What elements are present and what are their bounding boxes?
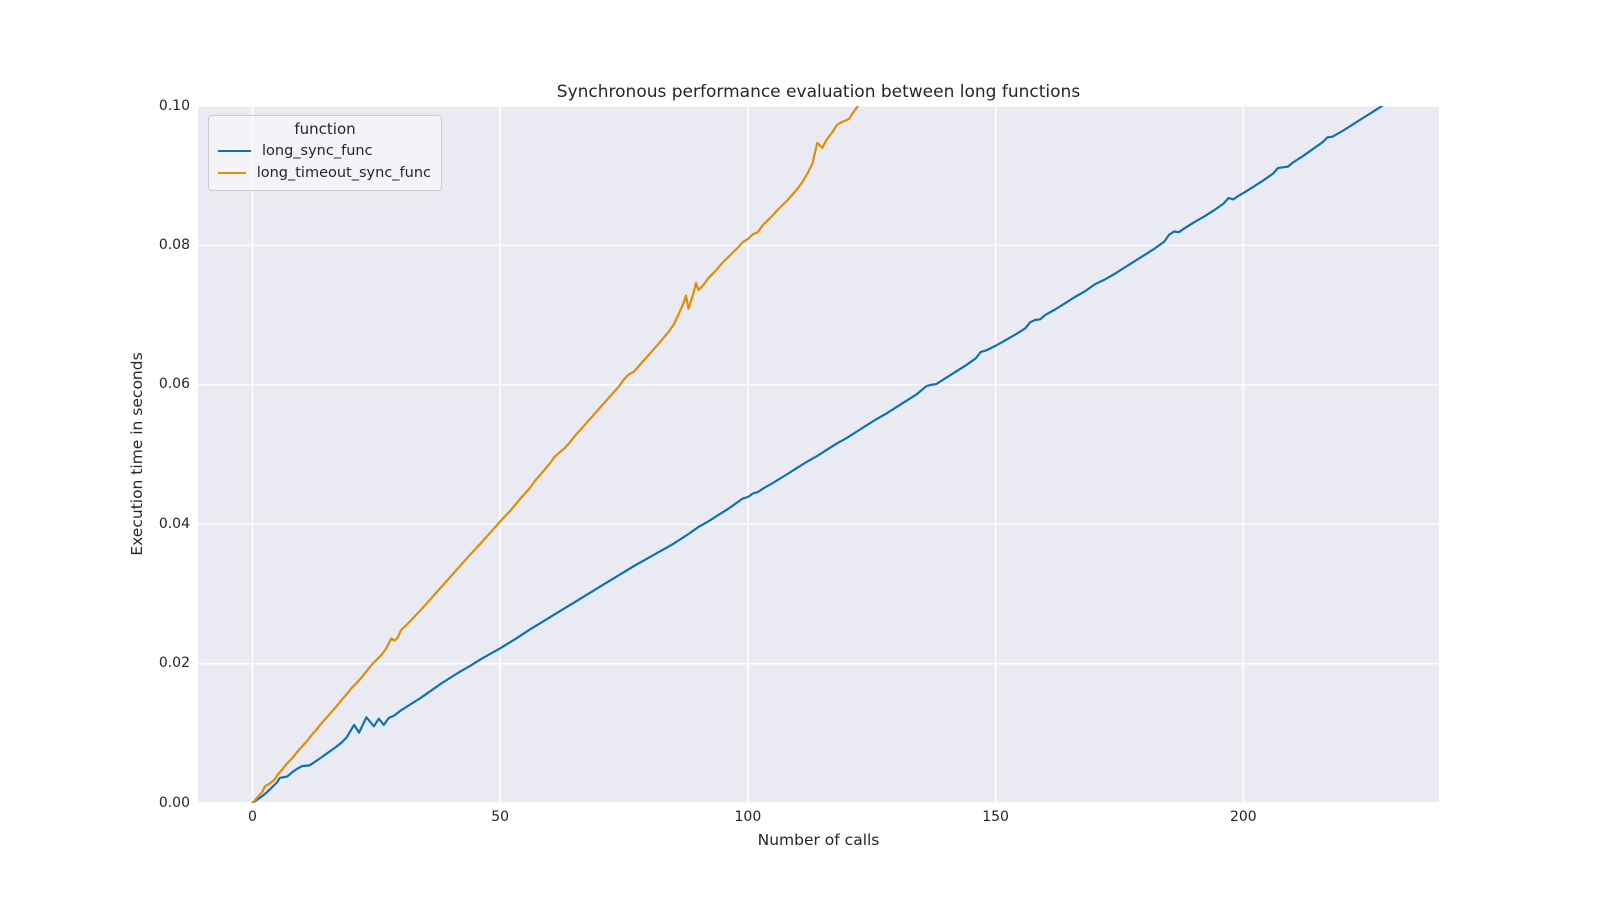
legend-line-swatch-blue bbox=[218, 150, 251, 152]
legend-line-swatch-orange bbox=[218, 172, 246, 174]
legend-title: function bbox=[294, 120, 356, 138]
legend-label-long-timeout-sync-func: long_timeout_sync_func bbox=[256, 165, 431, 181]
series-line-long_sync_func bbox=[251, 106, 1384, 803]
y-tick-label-0.02: 0.02 bbox=[158, 655, 190, 672]
x-tick-label-50: 50 bbox=[491, 809, 510, 825]
legend-item-long-timeout-sync-func: long_timeout_sync_func bbox=[209, 162, 441, 184]
series-line-long_timeout_sync_func bbox=[251, 106, 859, 803]
y-tick-label-0.00: 0.00 bbox=[158, 794, 190, 811]
chart-title: Synchronous performance evaluation betwe… bbox=[556, 82, 1081, 102]
x-tick-label-0: 0 bbox=[248, 809, 257, 825]
x-axis-label: Number of calls bbox=[757, 831, 880, 849]
x-tick-label-100: 100 bbox=[734, 809, 762, 825]
plot-area: function long_sync_func long_timeout_syn… bbox=[198, 106, 1439, 803]
legend-label-long-sync-func: long_sync_func bbox=[262, 143, 373, 159]
y-tick-label-0.08: 0.08 bbox=[158, 236, 190, 253]
x-tick-label-200: 200 bbox=[1229, 809, 1257, 825]
legend: function long_sync_func long_timeout_syn… bbox=[208, 115, 442, 191]
plot-canvas bbox=[198, 106, 1439, 803]
y-axis-label: Execution time in seconds bbox=[128, 352, 146, 556]
x-tick-label-150: 150 bbox=[982, 809, 1009, 825]
legend-item-long-sync-func: long_sync_func bbox=[209, 140, 441, 162]
y-tick-label-0.10: 0.10 bbox=[158, 97, 190, 114]
